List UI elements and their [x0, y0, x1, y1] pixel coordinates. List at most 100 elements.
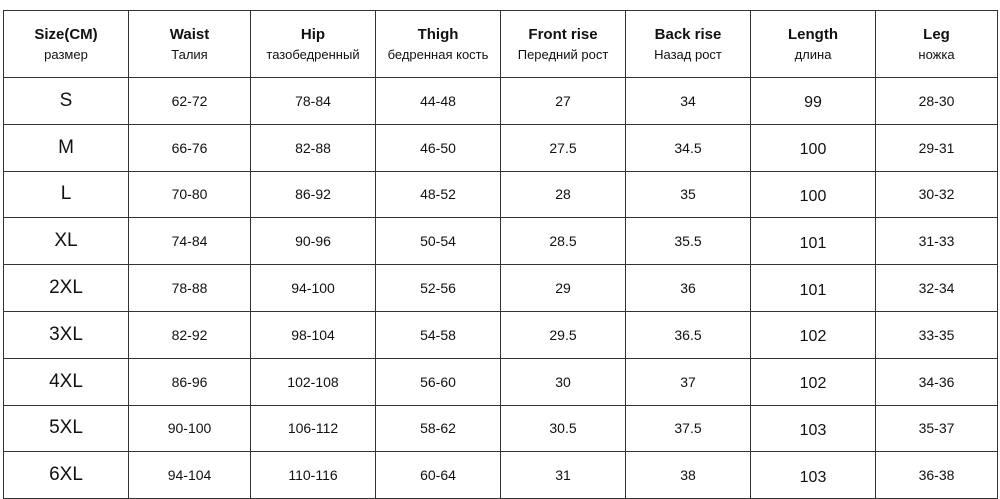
table-cell: 44-48 [375, 77, 501, 125]
header-title: Waist [169, 26, 210, 43]
table-cell: 102 [750, 357, 876, 406]
table-cell: L [3, 170, 129, 219]
table-cell: 98-104 [250, 310, 376, 359]
header-cell: Thigh бедренная кость [375, 10, 501, 78]
table-cell: 35.5 [625, 217, 751, 266]
table-cell: 31-33 [875, 217, 998, 266]
table-row: L 70-80 86-92 48-52 28 35 100 30-32 [3, 170, 998, 219]
table-row: 2XL 78-88 94-100 52-56 29 36 101 32-34 [3, 264, 998, 312]
table-cell: 90-100 [128, 404, 251, 453]
header-subtitle: бедренная кость [387, 47, 489, 62]
size-table: Size(CM) размер Waist Талия Hip тазобедренный… [3, 10, 998, 499]
header-cell: Leg ножка [875, 10, 998, 78]
table-cell: 29-31 [875, 123, 998, 172]
table-cell: 74-84 [128, 217, 251, 266]
header-title: Leg [923, 26, 950, 43]
table-cell: 99 [750, 77, 876, 125]
header-title: Hip [300, 26, 326, 43]
table-cell: 36-38 [875, 451, 998, 499]
table-cell: 78-84 [250, 77, 376, 125]
header-subtitle: размер [44, 47, 88, 62]
table-row: S 62-72 78-84 44-48 27 34 99 28-30 [3, 77, 998, 125]
table-cell: 78-88 [128, 264, 251, 312]
header-subtitle: длина [794, 47, 832, 62]
table-cell: 33-35 [875, 310, 998, 359]
header-cell: Hip тазобедренный [250, 10, 376, 78]
table-row: 6XL 94-104 110-116 60-64 31 38 103 36-38 [3, 451, 998, 499]
table-cell: 30 [500, 357, 626, 406]
table-cell: 30-32 [875, 170, 998, 219]
table-cell: 100 [750, 123, 876, 172]
table-row: XL 74-84 90-96 50-54 28.5 35.5 101 31-33 [3, 217, 998, 266]
header-subtitle: Назад рост [654, 47, 722, 62]
table-cell: 36 [625, 264, 751, 312]
table-cell: 2XL [3, 264, 129, 312]
header-cell: Back rise Назад рост [625, 10, 751, 78]
table-cell: 102-108 [250, 357, 376, 406]
header-subtitle: Передний рост [517, 47, 609, 62]
table-cell: 28.5 [500, 217, 626, 266]
page: Size(CM) размер Waist Талия Hip тазобедренный… [3, 10, 998, 499]
header-subtitle: ножка [918, 47, 955, 62]
table-cell: 37.5 [625, 404, 751, 453]
table-cell: 56-60 [375, 357, 501, 406]
header-subtitle: тазобедренный [266, 47, 360, 62]
header-title: Length [788, 26, 838, 43]
table-cell: 90-96 [250, 217, 376, 266]
table-cell: 70-80 [128, 170, 251, 219]
table-cell: 34 [625, 77, 751, 125]
table-cell: 50-54 [375, 217, 501, 266]
table-cell: 58-62 [375, 404, 501, 453]
table-cell: 34-36 [875, 357, 998, 406]
table-cell: 94-100 [250, 264, 376, 312]
table-cell: 102 [750, 310, 876, 359]
header-title: Front rise [528, 26, 598, 43]
table-cell: 38 [625, 451, 751, 499]
table-cell: 46-50 [375, 123, 501, 172]
table-cell: 5XL [3, 404, 129, 453]
table-cell: 31 [500, 451, 626, 499]
table-row: 4XL 86-96 102-108 56-60 30 37 102 34-36 [3, 357, 998, 406]
table-cell: 48-52 [375, 170, 501, 219]
table-cell: 30.5 [500, 404, 626, 453]
table-cell: 3XL [3, 310, 129, 359]
table-cell: 86-92 [250, 170, 376, 219]
table-cell: XL [3, 217, 129, 266]
table-cell: 62-72 [128, 77, 251, 125]
table-cell: 36.5 [625, 310, 751, 359]
table-cell: 100 [750, 170, 876, 219]
table-cell: 110-116 [250, 451, 376, 499]
table-cell: 54-58 [375, 310, 501, 359]
table-cell: 37 [625, 357, 751, 406]
table-cell: 32-34 [875, 264, 998, 312]
header-cell: Front rise Передний рост [500, 10, 626, 78]
header-title: Size(CM) [34, 26, 98, 43]
table-cell: 86-96 [128, 357, 251, 406]
table-cell: 27 [500, 77, 626, 125]
table-body: S 62-72 78-84 44-48 27 34 99 28-30 M 66-76 82-88 46… [3, 77, 998, 499]
table-row: M 66-76 82-88 46-50 27.5 34.5 100 29-31 [3, 123, 998, 172]
table-cell: M [3, 123, 129, 172]
table-cell: 101 [750, 217, 876, 266]
table-cell: 66-76 [128, 123, 251, 172]
table-cell: 60-64 [375, 451, 501, 499]
table-cell: 52-56 [375, 264, 501, 312]
table-row: 5XL 90-100 106-112 58-62 30.5 37.5 103 35-37 [3, 404, 998, 453]
table-cell: 106-112 [250, 404, 376, 453]
table-cell: 6XL [3, 451, 129, 499]
size-chart: Size(CM) размер Waist Талия Hip тазобедренный… [3, 10, 998, 499]
table-cell: 82-88 [250, 123, 376, 172]
table-cell: S [3, 77, 129, 125]
header-subtitle: Талия [171, 47, 208, 62]
table-cell: 94-104 [128, 451, 251, 499]
table-cell: 34.5 [625, 123, 751, 172]
table-cell: 28-30 [875, 77, 998, 125]
table-cell: 4XL [3, 357, 129, 406]
table-cell: 35 [625, 170, 751, 219]
table-row: 3XL 82-92 98-104 54-58 29.5 36.5 102 33-35 [3, 310, 998, 359]
table-cell: 103 [750, 404, 876, 453]
table-cell: 82-92 [128, 310, 251, 359]
header-cell: Waist Талия [128, 10, 251, 78]
table-cell: 28 [500, 170, 626, 219]
header-title: Back rise [654, 26, 722, 43]
